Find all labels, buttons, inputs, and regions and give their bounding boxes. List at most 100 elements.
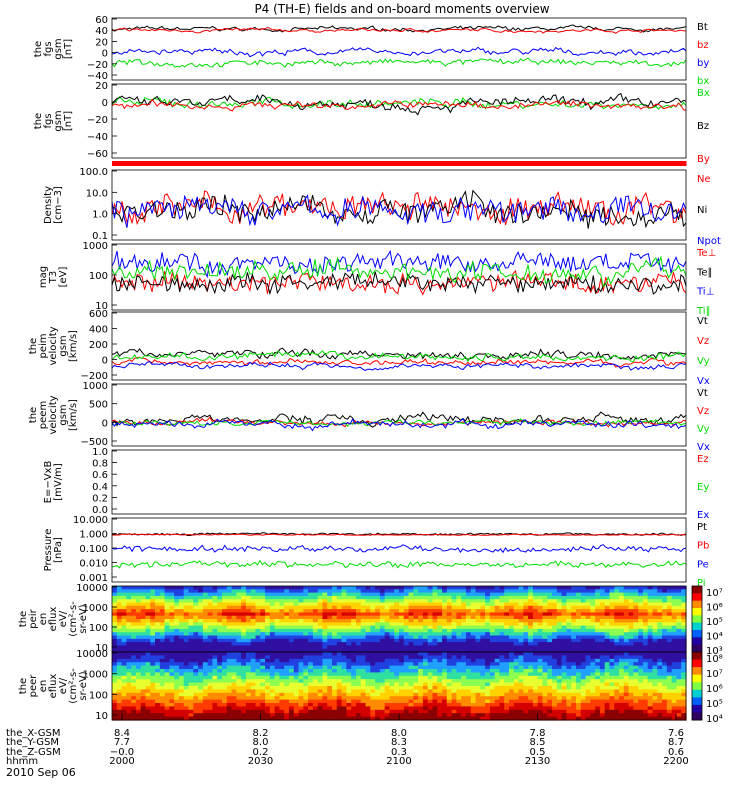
heatmap-cell: [509, 599, 515, 604]
heatmap-cell: [245, 713, 252, 718]
heatmap-cell: [312, 686, 319, 690]
heatmap-cell: [489, 696, 496, 701]
heatmap-cell: [312, 586, 319, 590]
heatmap-cell: [241, 635, 247, 640]
heatmap-cell: [652, 605, 658, 610]
heatmap-cell: [446, 665, 453, 670]
heatmap-cell: [619, 635, 625, 640]
heatmap-cell: [475, 655, 481, 660]
heatmap-cell: [145, 638, 151, 643]
heatmap-cell: [547, 675, 553, 680]
heatmap-cell: [619, 648, 625, 653]
heatmap-cell: [159, 628, 166, 633]
heatmap-cell: [561, 595, 568, 600]
heatmap-cell: [355, 703, 362, 707]
heatmap-cell: [666, 592, 673, 597]
heatmap-cell: [394, 669, 400, 673]
heatmap-cell: [112, 622, 118, 627]
heatmap-cell: [241, 648, 247, 653]
heatmap-cell: [408, 625, 414, 630]
heatmap-cell: [198, 648, 204, 653]
heatmap-cell: [604, 692, 611, 697]
heatmap-cell: [422, 625, 429, 630]
heatmap-cell: [451, 642, 457, 646]
heatmap-cell: [241, 706, 247, 711]
heatmap-cell: [288, 586, 295, 590]
heatmap-cell: [126, 652, 132, 656]
heatmap-cell: [188, 669, 194, 673]
ylabel-line: the: [33, 41, 44, 57]
heatmap-cell: [327, 706, 333, 711]
heatmap-cell: [245, 686, 252, 690]
heatmap-cell: [188, 635, 194, 640]
heatmap-cell: [284, 706, 290, 711]
heatmap-cell: [590, 605, 596, 610]
heatmap-cell: [399, 628, 405, 633]
heatmap-cell: [207, 713, 214, 718]
ytick-label: 600: [89, 309, 108, 320]
heatmap-cell: [288, 648, 295, 653]
heatmap-cell: [164, 672, 170, 677]
heatmap-cell: [145, 655, 151, 660]
heatmap-cell: [504, 692, 510, 697]
heatmap-cell: [126, 699, 132, 704]
heatmap-cell: [442, 689, 448, 694]
heatmap-cell: [121, 672, 127, 677]
heatmap-cell: [126, 628, 132, 633]
heatmap-cell: [389, 709, 395, 714]
heatmap-cell: [346, 612, 352, 617]
heatmap-cell: [633, 628, 639, 633]
heatmap-cell: [183, 713, 190, 718]
ytick-label: 10: [95, 301, 108, 312]
heatmap-cell: [604, 696, 611, 701]
legend-entry: Pt: [697, 522, 707, 533]
heatmap-cell: [269, 612, 276, 617]
heatmap-cell: [360, 645, 367, 650]
heatmap-cell: [585, 645, 591, 650]
heatmap-cell: [269, 658, 276, 663]
ylabel-line: [nPa]: [53, 537, 64, 563]
heatmap-cell: [566, 648, 572, 653]
heatmap-cell: [422, 635, 429, 640]
heatmap-cell: [681, 628, 687, 633]
heatmap-cell: [523, 612, 529, 617]
heatmap-cell: [250, 713, 257, 718]
heatmap-cell: [494, 669, 501, 673]
heatmap-cell: [303, 675, 309, 680]
heatmap-cell: [312, 605, 319, 610]
heatmap-cell: [178, 658, 185, 663]
heatmap-cell: [346, 592, 352, 597]
heatmap-cell: [494, 648, 501, 653]
heatmap-cell: [408, 586, 414, 590]
heatmap-cell: [322, 638, 328, 643]
heatmap-cell: [379, 669, 386, 673]
heatmap-cell: [236, 669, 242, 673]
heatmap-cell: [174, 632, 180, 637]
heatmap-cell: [647, 609, 654, 613]
heatmap-cell: [408, 628, 414, 633]
heatmap-cell: [681, 605, 687, 610]
heatmap-cell: [375, 703, 381, 707]
heatmap-cell: [580, 675, 587, 680]
heatmap-cell: [274, 709, 281, 714]
heatmap-cell: [451, 622, 457, 627]
heatmap-cell: [284, 713, 290, 718]
ytick-label: 10000: [76, 583, 108, 594]
heatmap-cell: [413, 595, 419, 600]
heatmap-cell: [164, 686, 170, 690]
heatmap-cell: [442, 638, 448, 643]
ytick-label: −20: [87, 60, 108, 71]
heatmap-cell: [461, 692, 467, 697]
heatmap-cell: [293, 599, 300, 604]
heatmap-cell: [341, 652, 347, 656]
heatmap-cell: [403, 696, 410, 701]
heatmap-cell: [461, 686, 467, 690]
heatmap-cell: [509, 602, 515, 607]
heatmap-cell: [317, 665, 324, 670]
heatmap-cell: [341, 609, 347, 613]
heatmap-cell: [389, 662, 395, 667]
heatmap-cell: [269, 713, 276, 718]
heatmap-cell: [312, 615, 319, 620]
heatmap-cell: [145, 645, 151, 650]
heatmap-cell: [346, 689, 352, 694]
